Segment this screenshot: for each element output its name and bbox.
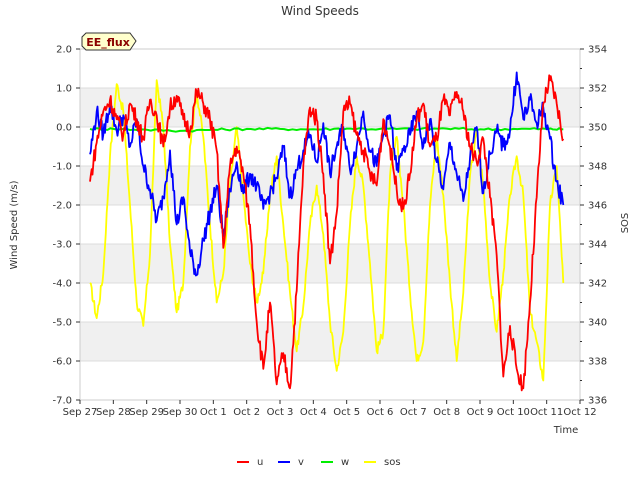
y-tick-label: -6.0 [52,357,72,368]
x-tick-label: Oct 1 [200,407,227,418]
y-tick-label: -5.0 [52,318,72,329]
y2-tick-label: 354 [588,45,607,56]
legend-label-v: v [298,457,304,468]
y-tick-label: -1.0 [52,162,72,173]
x-tick-label: Sep 30 [163,407,198,418]
y2-tick-label: 336 [588,396,607,407]
y-axis-left: 2.0 1.0 0.0 -1.0 -2.0 -3.0 -4.0 -5.0 -6.0 -7.0 [52,45,80,407]
x-tick-label: Oct 6 [367,407,394,418]
legend-label-w: w [341,457,349,468]
legend-label-u: u [257,457,263,468]
x-tick-label: Oct 10 [497,407,530,418]
x-tick-label: Oct 9 [467,407,494,418]
x-tick-label: Oct 11 [530,407,563,418]
y-tick-label: -3.0 [52,240,72,251]
y-axis-right: 354 352 350 348 346 344 342 340 338 336 [580,45,607,407]
badge-label: EE_flux [86,36,130,49]
y-tick-label: -2.0 [52,201,72,212]
y-tick-label: -4.0 [52,279,72,290]
legend-label-sos: sos [384,457,401,468]
series-line-v [89,71,565,277]
x-tick-label: Oct 3 [267,407,294,418]
series-layer [89,71,565,392]
y2-tick-label: 344 [588,240,607,251]
x-tick-label: Oct 5 [333,407,360,418]
x-tick-label: Oct 2 [233,407,260,418]
x-tick-label: Oct 4 [300,407,327,418]
y-tick-label: 1.0 [56,84,72,95]
y2-tick-label: 338 [588,357,607,368]
x-axis-title: Time [553,425,578,436]
ee-flux-badge: EE_flux [81,32,137,51]
y2-tick-label: 346 [588,201,607,212]
legend: u v w sos [237,457,401,468]
x-tick-label: Oct 8 [433,407,460,418]
y2-axis-title: SOS [620,213,631,234]
badge-shape [81,32,137,51]
y-tick-label: 2.0 [56,45,72,56]
y2-tick-label: 348 [588,162,607,173]
y2-tick-label: 342 [588,279,607,290]
x-tick-label: Sep 28 [96,407,131,418]
y2-tick-label: 340 [588,318,607,329]
x-tick-label: Oct 12 [563,407,596,418]
y2-tick-label: 352 [588,84,607,95]
y-axis-title: Wind Speed (m/s) [9,180,20,269]
series-line-sos [89,79,565,382]
chart-title: Wind Speeds [281,4,359,18]
y-tick-label: 0.0 [56,123,72,134]
y-tick-label: -7.0 [52,396,72,407]
x-tick-label: Sep 27 [63,407,98,418]
x-tick-label: Sep 29 [129,407,164,418]
x-tick-label: Oct 7 [400,407,427,418]
series-line-u [89,74,565,392]
y2-tick-label: 350 [588,123,607,134]
